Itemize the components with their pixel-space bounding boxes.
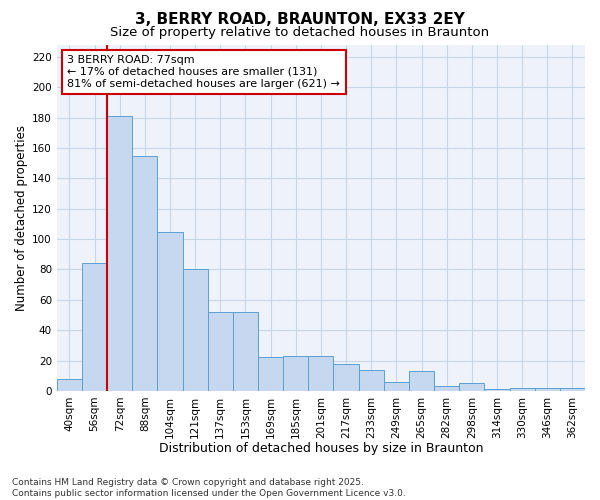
Bar	[157, 232, 182, 391]
Bar	[484, 390, 509, 391]
Bar	[308, 356, 334, 391]
Bar	[283, 356, 308, 391]
Bar	[82, 264, 107, 391]
Bar	[509, 388, 535, 391]
Bar	[258, 358, 283, 391]
Bar	[334, 364, 359, 391]
Bar	[107, 116, 132, 391]
Bar	[57, 378, 82, 391]
Text: Size of property relative to detached houses in Braunton: Size of property relative to detached ho…	[110, 26, 490, 39]
Bar	[560, 388, 585, 391]
Bar	[384, 382, 409, 391]
Bar	[208, 312, 233, 391]
Text: 3 BERRY ROAD: 77sqm
← 17% of detached houses are smaller (131)
81% of semi-detac: 3 BERRY ROAD: 77sqm ← 17% of detached ho…	[67, 56, 340, 88]
Bar	[233, 312, 258, 391]
Bar	[359, 370, 384, 391]
Bar	[459, 384, 484, 391]
Bar	[182, 270, 208, 391]
Bar	[434, 386, 459, 391]
Bar	[409, 371, 434, 391]
X-axis label: Distribution of detached houses by size in Braunton: Distribution of detached houses by size …	[158, 442, 483, 455]
Text: Contains HM Land Registry data © Crown copyright and database right 2025.
Contai: Contains HM Land Registry data © Crown c…	[12, 478, 406, 498]
Bar	[535, 388, 560, 391]
Y-axis label: Number of detached properties: Number of detached properties	[15, 125, 28, 311]
Bar	[132, 156, 157, 391]
Text: 3, BERRY ROAD, BRAUNTON, EX33 2EY: 3, BERRY ROAD, BRAUNTON, EX33 2EY	[135, 12, 465, 28]
